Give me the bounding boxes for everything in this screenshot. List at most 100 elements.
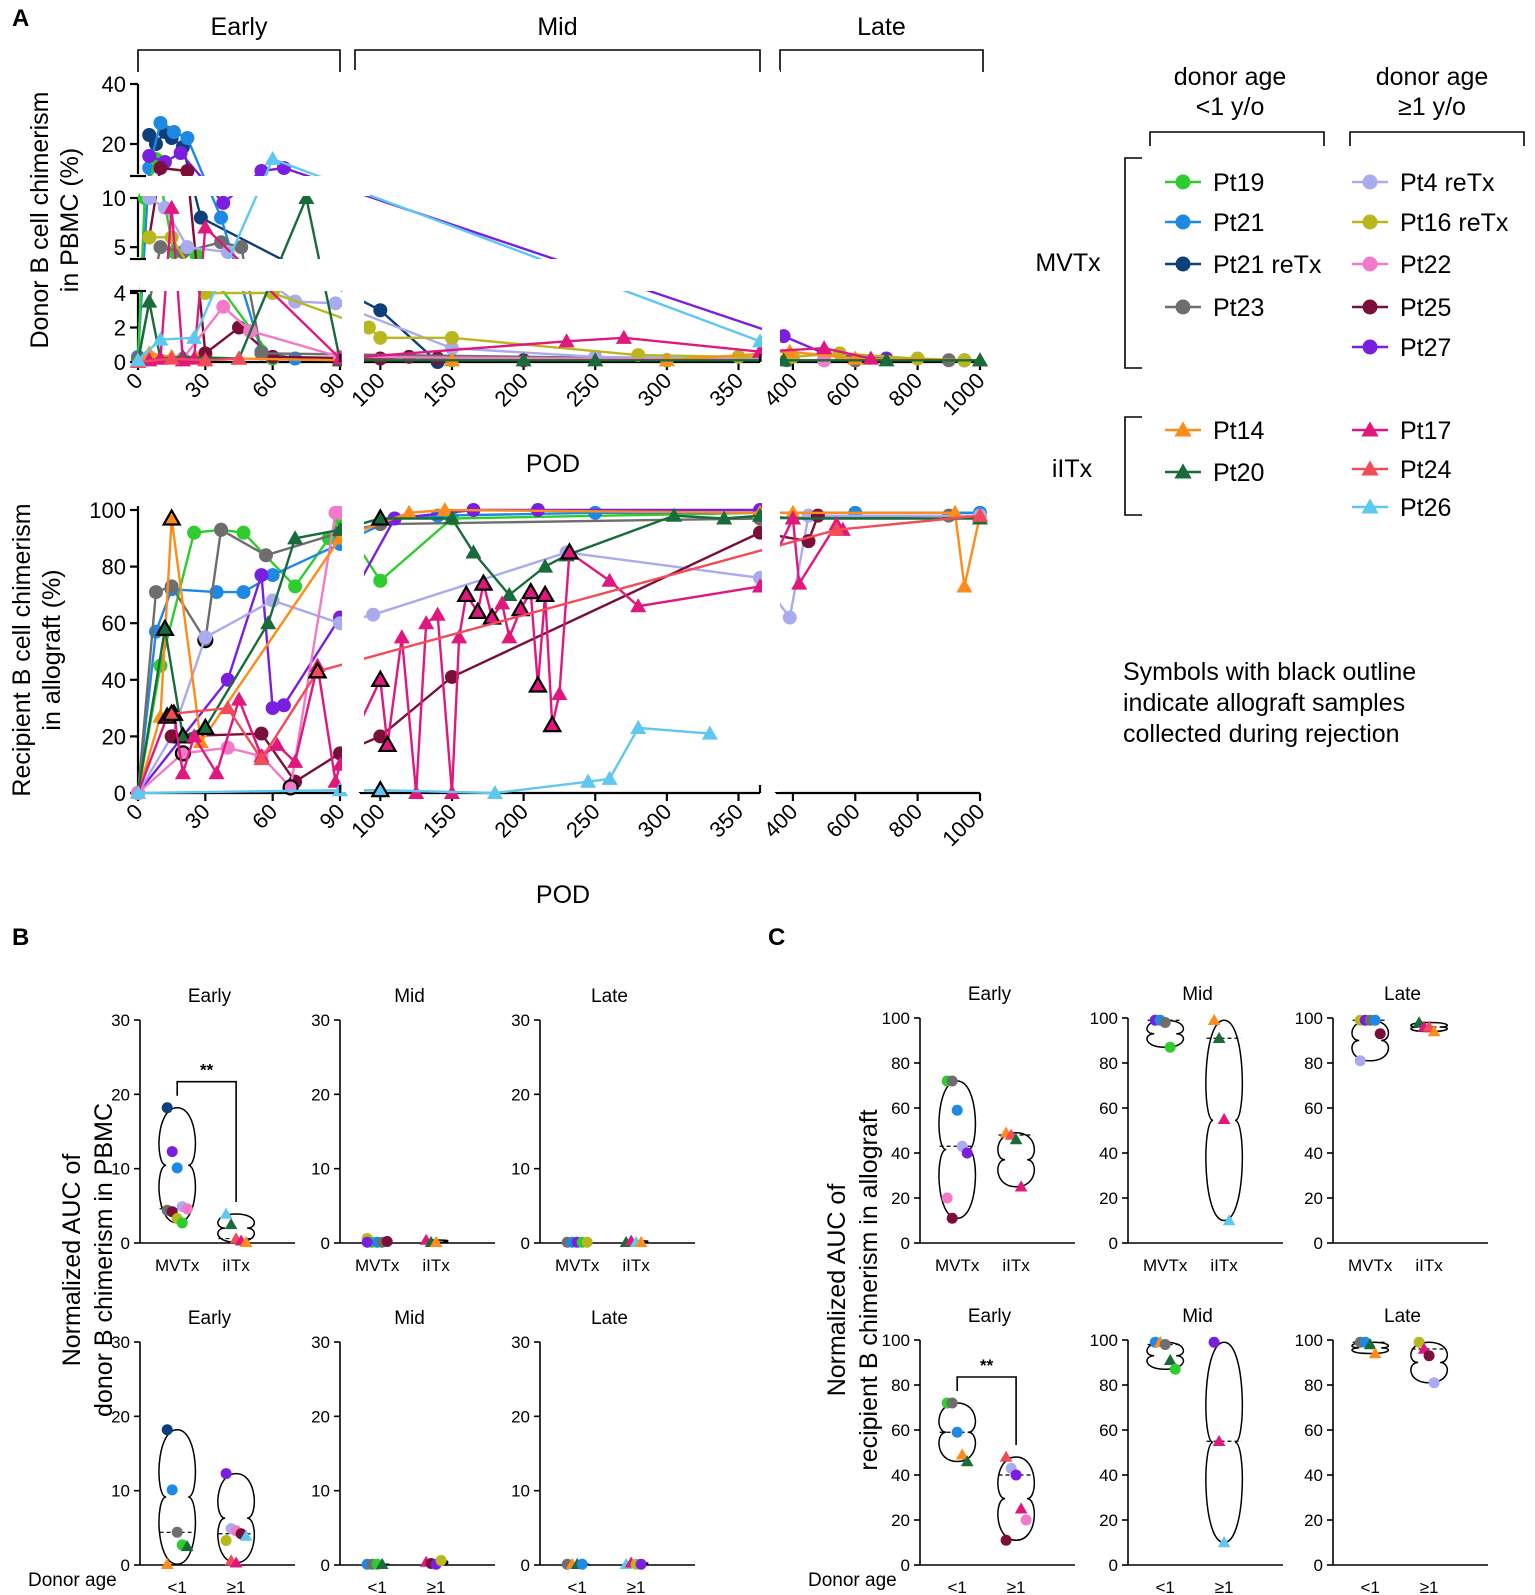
y-tick-label: 10 xyxy=(311,1160,330,1179)
violin-shape xyxy=(997,1456,1036,1542)
violin-point-pt19 xyxy=(1164,1041,1176,1053)
data-point-pt24 xyxy=(230,350,248,365)
y-tick-label: 40 xyxy=(891,1144,910,1163)
data-point-pt14 xyxy=(956,578,973,593)
violin-point-pt21 xyxy=(166,1484,178,1496)
legend-group-old-line: donor age xyxy=(1376,63,1489,91)
violin-title: Late xyxy=(1384,1306,1421,1327)
rejection-note: Symbols with black outline indicate allog… xyxy=(1123,658,1416,748)
data-point-pt17 xyxy=(451,629,468,644)
data-point-pt20 xyxy=(260,615,277,630)
violin-y-axis-title-line: Normalized AUC of xyxy=(58,1154,86,1367)
legend-marker-pt17 xyxy=(1361,421,1379,437)
y-tick-label: 80 xyxy=(891,1054,910,1073)
violin-point-pt17 xyxy=(1014,1180,1028,1192)
x-tick-label: 150 xyxy=(418,368,462,412)
violin-point-pt23 xyxy=(1159,1017,1171,1028)
rejection-note-line: collected during rejection xyxy=(1123,720,1400,748)
violin-point-pt17 xyxy=(229,1556,243,1568)
legend-label-pt17: Pt17 xyxy=(1400,417,1451,445)
data-point-pt27 xyxy=(776,329,791,344)
violin-point-pt26 xyxy=(1222,1214,1236,1226)
data-point-pt27 xyxy=(276,698,291,713)
data-point-pt20 xyxy=(587,352,604,367)
data-point-pt25 xyxy=(373,729,388,744)
violin-point-pt21 xyxy=(576,1558,588,1570)
data-point-pt22 xyxy=(282,779,299,796)
legend-bracket xyxy=(1124,416,1142,516)
legend-label-pt4-retx: Pt4 reTx xyxy=(1400,169,1495,197)
violin-shape xyxy=(938,1402,977,1463)
violin-point-pt21-retx xyxy=(161,1102,173,1114)
y-tick-label: 20 xyxy=(1099,1511,1118,1530)
data-point-pt26 xyxy=(370,779,391,798)
data-point-pt20 xyxy=(537,558,554,573)
violin-category-label: <1 xyxy=(368,1578,387,1595)
x-tick-label: 350 xyxy=(704,368,748,412)
y-tick-label: 20 xyxy=(511,1407,530,1426)
legend-label-pt14: Pt14 xyxy=(1213,417,1265,445)
data-point-pt25 xyxy=(810,508,825,523)
data-point-pt27 xyxy=(220,672,235,687)
y-tick-label: 0 xyxy=(521,1556,530,1575)
x-tick-label: 250 xyxy=(561,368,605,412)
data-point-pt21-retx xyxy=(193,210,208,225)
period-bracket-mid xyxy=(354,49,761,72)
violin-point-pt20 xyxy=(960,1455,974,1467)
violin-plot-1-0: Early 0 20 40 60 80 100 <1 ≥1 ** xyxy=(882,1306,1075,1595)
data-point-pt20 xyxy=(154,618,175,636)
y-tick-label: 60 xyxy=(1099,1421,1118,1440)
y-tick-label: 30 xyxy=(111,1011,130,1030)
data-point-pt27 xyxy=(173,146,188,160)
violin-category-label: iITx xyxy=(422,1256,450,1275)
data-point-pt17 xyxy=(230,691,248,706)
data-point-pt27 xyxy=(216,195,231,210)
legend-label-pt20: Pt20 xyxy=(1213,459,1264,487)
violin-plot-1-0: Early 0 10 20 30 <1 ≥1 xyxy=(111,1308,295,1595)
violin-category-label: ≥1 xyxy=(227,1578,246,1595)
data-point-pt20 xyxy=(465,544,482,559)
data-point-pt26 xyxy=(129,784,147,800)
data-point-pt17 xyxy=(141,352,158,367)
violin-point-pt20 xyxy=(1212,1031,1226,1043)
violin-shape xyxy=(1410,1341,1449,1384)
x-tick-label: 60 xyxy=(247,368,282,403)
x-tick-label: 0 xyxy=(121,799,147,825)
violin-category-label: ≥1 xyxy=(1215,1578,1234,1595)
y-tick-label: 60 xyxy=(102,611,126,636)
data-point-pt17 xyxy=(377,734,398,753)
y-tick-label: 10 xyxy=(511,1482,530,1501)
violin-shape xyxy=(1205,1341,1244,1544)
legend-marker-pt26 xyxy=(1361,498,1379,514)
violin-point-pt25 xyxy=(1000,1534,1012,1546)
y-tick-label: 80 xyxy=(1099,1376,1118,1395)
violin-shape xyxy=(1146,1341,1185,1371)
y-tick-label: 0 xyxy=(321,1234,330,1253)
data-point-pt26 xyxy=(486,784,503,800)
x-tick-label: 1000 xyxy=(937,368,989,420)
violin-plot-0-2: Late 0 10 20 30 MVTx iITx xyxy=(511,986,695,1275)
legend-group-old-line: ≥1 y/o xyxy=(1398,93,1466,121)
data-point-pt26 xyxy=(630,719,647,734)
violin-category-label: iITx xyxy=(622,1256,650,1275)
data-point-pt17 xyxy=(551,685,568,700)
violin-category-label: iITx xyxy=(1002,1256,1030,1275)
axis-break-gap xyxy=(762,500,780,792)
y-tick-label: 0 xyxy=(114,350,126,375)
violin-shape xyxy=(217,1472,256,1564)
violin-plot-1-1: Mid 0 20 40 60 80 100 <1 ≥1 xyxy=(1090,1306,1283,1595)
data-point-pt25 xyxy=(180,164,195,178)
violin-point-pt16-retx xyxy=(220,1534,232,1546)
legend-marker-pt14 xyxy=(1174,421,1192,437)
data-point-pt25 xyxy=(153,161,168,175)
x-tick-label: 90 xyxy=(315,799,350,834)
significance-label: ** xyxy=(980,1356,994,1375)
axis-break-gap xyxy=(140,176,370,196)
legend-bracket xyxy=(1349,131,1525,146)
violin-plot-1-2: Late 0 20 40 60 80 100 <1 ≥1 xyxy=(1295,1306,1488,1595)
period-label-mid: Mid xyxy=(537,13,577,41)
violin-category-label: MVTx xyxy=(555,1256,600,1275)
y-tick-label: 40 xyxy=(1099,1466,1118,1485)
violin-point-pt22 xyxy=(181,1203,193,1215)
legend-label-pt22: Pt22 xyxy=(1400,251,1451,279)
